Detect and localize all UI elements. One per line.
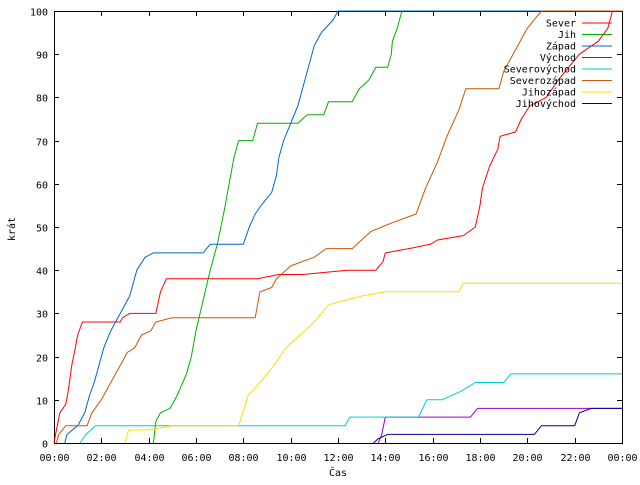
series-layer [53,10,622,444]
x-axis-label: Čas [329,466,347,479]
x-tick-label: 06:00 [181,453,211,464]
series-line-1 [53,10,622,444]
series-line-5 [79,373,622,444]
y-axis-label: krát [6,217,18,241]
legend-label: Západ [546,41,576,53]
x-tick-label: 00:00 [607,453,637,464]
legend-label: Jih [558,30,576,41]
y-tick-label: 10 [36,397,48,408]
y-tick-label: 0 [42,440,48,451]
x-tick-label: 00:00 [39,453,69,464]
x-tick-label: 10:00 [276,453,306,464]
y-tick-label: 90 [36,51,48,62]
x-tick-label: 14:00 [370,453,400,464]
x-tick-label: 04:00 [134,453,164,464]
x-tick-label: 22:00 [560,453,590,464]
x-tick-label: 08:00 [228,453,258,464]
y-tick-label: 100 [30,8,48,19]
legend-label: Jihovýchod [516,98,576,110]
series-line-6 [55,10,622,444]
y-tick-label: 70 [36,138,48,149]
series-line-3 [64,10,622,444]
legend-label: Severovýchod [504,64,576,76]
y-tick-label: 80 [36,94,48,105]
legend-label: Východ [540,52,576,64]
y-tick-label: 30 [36,310,48,321]
series-line-8 [373,407,622,444]
y-tick-label: 50 [36,224,48,235]
legend-label: Sever [546,19,576,30]
series-line-7 [124,282,622,444]
x-tick-label: 12:00 [323,453,353,464]
y-tick-label: 40 [36,267,48,278]
series-line-4 [377,407,622,444]
legend-label: Jihozápad [522,87,576,99]
y-tick-label: 20 [36,354,48,365]
x-tick-label: 18:00 [465,453,495,464]
legend-label: Severozápad [510,75,576,87]
x-tick-label: 02:00 [86,453,116,464]
series-line-2 [152,10,622,444]
axes: 0 10 20 30 40 50 60 70 80 90 100 00:00 02:00 04:00 06:… [30,8,638,465]
x-tick-label: 20:00 [512,453,542,464]
x-tick-label: 16:00 [418,453,448,464]
legend: SeverJihZápadVýchodSeverovýchodSeverozáp… [504,19,612,110]
y-tick-label: 60 [36,181,48,192]
